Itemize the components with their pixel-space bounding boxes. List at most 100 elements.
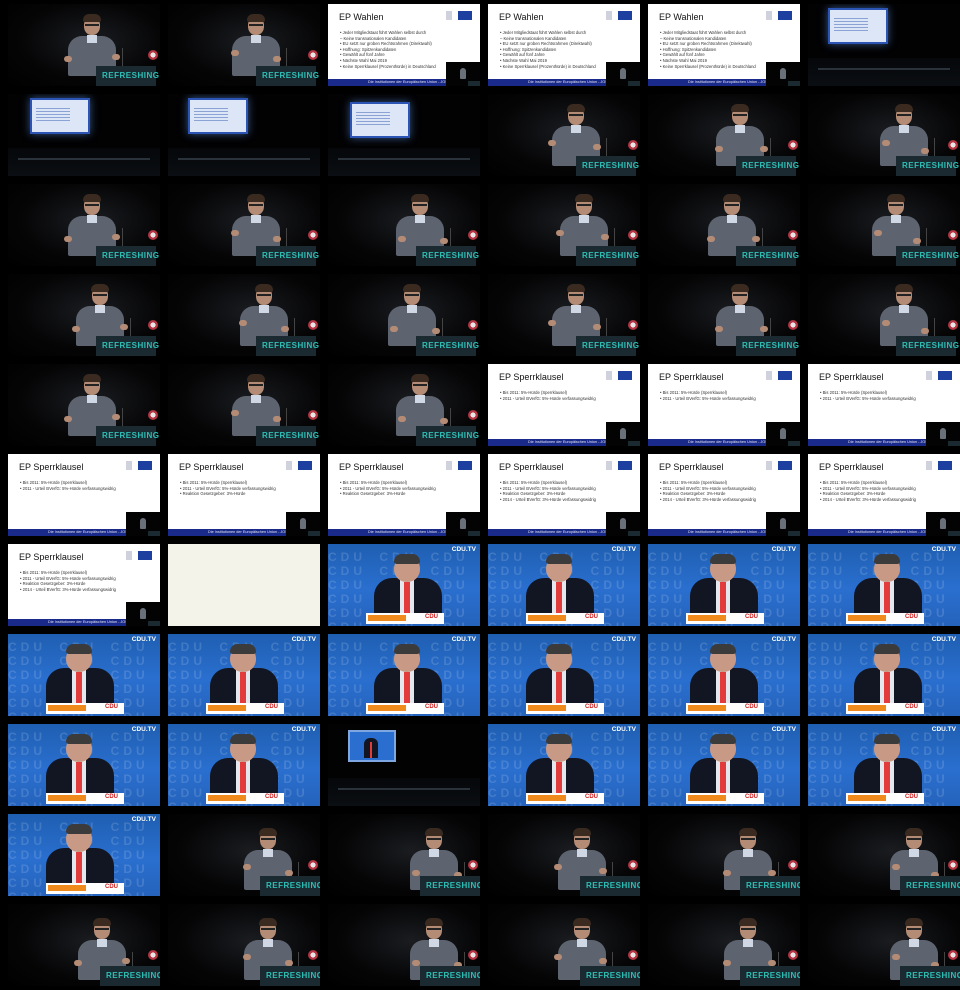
microphone [770,318,771,336]
cdu-banner [208,705,246,711]
right-hand [273,416,281,422]
slide-bullet: • Nächste Wahl Mai 2019 [660,57,707,63]
speaker-inset-lectern [788,81,800,86]
slide-bullet: • Nächste Wahl Mai 2019 [500,57,547,63]
thumbnail-cdu: CDU CDU CDU CDU CDU CDU CDU CDU CDU CDU … [8,634,160,716]
thumbnail-cdu: CDU CDU CDU CDU CDU CDU CDU CDU CDU CDU … [488,724,640,806]
microphone [130,318,131,336]
eu-flag-icon [772,371,792,380]
thumbnail-speaker_far: REFRESHING [488,904,640,986]
speaker-inset [126,512,160,536]
shirt-collar [263,849,273,857]
speaker-inset-figure [780,68,786,79]
lectern-label: REFRESHING [582,251,640,260]
thumbnail-speaker: REFRESHING [168,184,320,266]
lectern: REFRESHING [580,876,640,896]
eu-flag-icon [932,461,952,470]
cdu-hair [710,554,736,564]
cdu-banner [688,705,726,711]
microphone [934,318,935,336]
thumbnail-speaker_far: REFRESHING [648,904,800,986]
lectern-label: REFRESHING [266,881,320,890]
lectern: REFRESHING [256,426,319,446]
right-hand [760,326,768,332]
flowers [308,410,318,420]
microphone [122,228,123,246]
microphone [464,862,465,880]
left-hand [892,954,900,960]
thumbnail-cdu: CDU CDU CDU CDU CDU CDU CDU CDU CDU CDU … [168,634,320,716]
thumbnail-speaker: REFRESHING [168,274,320,356]
projection-screen [30,98,90,134]
slide-footer: Die Institutionen der Europäischen Union… [168,529,320,536]
lectern-label: REFRESHING [106,971,160,980]
speaker-hair [83,374,101,382]
right-hand [285,870,293,876]
left-hand [715,146,723,152]
speaker-hair [91,284,109,292]
flowers [628,230,638,240]
right-hand [931,872,939,878]
flowers [148,230,158,240]
microphone [944,952,945,970]
hall-floor [8,148,160,176]
glasses [93,294,107,296]
speaker-hair [723,194,741,202]
lectern-label: REFRESHING [266,971,320,980]
flowers [788,230,798,240]
thumbnail-slide: EP Wahlen • Jeder Mitgliedstaat führt Wah… [648,4,800,86]
flowers [468,860,478,870]
shirt-collar [407,305,417,313]
cdu-tv-logo: CDU.TV [771,636,796,643]
thumbnail-speaker: REFRESHING [8,184,160,266]
speaker-inset-figure [140,608,146,619]
lectern-label: REFRESHING [902,161,960,170]
slide-bullets: • Bis 2011: 5%-Hürde (Sperrklausel) • 201… [20,570,152,592]
lectern: REFRESHING [96,336,159,356]
thumbnail-slide: EP Sperrklausel • Bis 2011: 5%-Hürde (Spe… [8,454,160,536]
thumbnail-speaker: REFRESHING [488,184,640,266]
left-hand [723,870,731,876]
flowers [308,950,318,960]
eu-flag-icon [772,11,792,20]
slide-title: EP Sperrklausel [339,462,404,472]
lectern-label: REFRESHING [422,341,480,350]
lectern: REFRESHING [420,966,480,986]
speaker-hair [93,918,111,926]
left-hand [548,140,556,146]
cdu-speaker [850,734,926,798]
cdu-hair [230,644,256,654]
glasses [261,838,275,840]
glasses [569,114,583,116]
slide-bullet: • Bis 2011: 5%-Hürde (Sperrklausel) [20,480,88,485]
speaker-inset [286,512,320,536]
right-hand [454,872,462,878]
slide-bullet: • Bis 2011: 5%-Hürde (Sperrklausel) [500,480,568,485]
lectern: REFRESHING [576,156,639,176]
shirt-collar [891,215,901,223]
cdu-lectern-word: CDU [105,884,118,890]
slide-bullet: • 2014 - Urteil BVerfG: 3%-Hürde verfass… [500,496,596,502]
eu-flag-icon [452,11,472,20]
speaker-hair [411,194,429,202]
hall-floor [328,778,480,806]
shirt-collar [899,305,909,313]
thumbnail-speaker_far: REFRESHING [328,814,480,896]
cdu-banner [528,795,566,801]
shirt-collar [579,215,589,223]
cdu-banner [528,615,566,621]
left-hand [554,954,562,960]
cdu-tie [556,582,562,614]
thumbnail-slide: EP Sperrklausel • Bis 2011: 5%-Hürde (Spe… [808,364,960,446]
slide-bullet: • Bis 2011: 5%-Hürde (Sperrklausel) [180,480,248,485]
thumbnail-speaker: REFRESHING [8,274,160,356]
cdu-hair [394,644,420,654]
flowers [308,320,318,330]
right-hand [112,54,120,60]
shirt-collar [251,35,261,43]
shirt-collar [415,215,425,223]
thumbnail-slide: EP Sperrklausel • Bis 2011: 5%-Hürde (Spe… [648,364,800,446]
cdu-speaker [850,644,926,708]
cdu-tv-logo: CDU.TV [131,636,156,643]
